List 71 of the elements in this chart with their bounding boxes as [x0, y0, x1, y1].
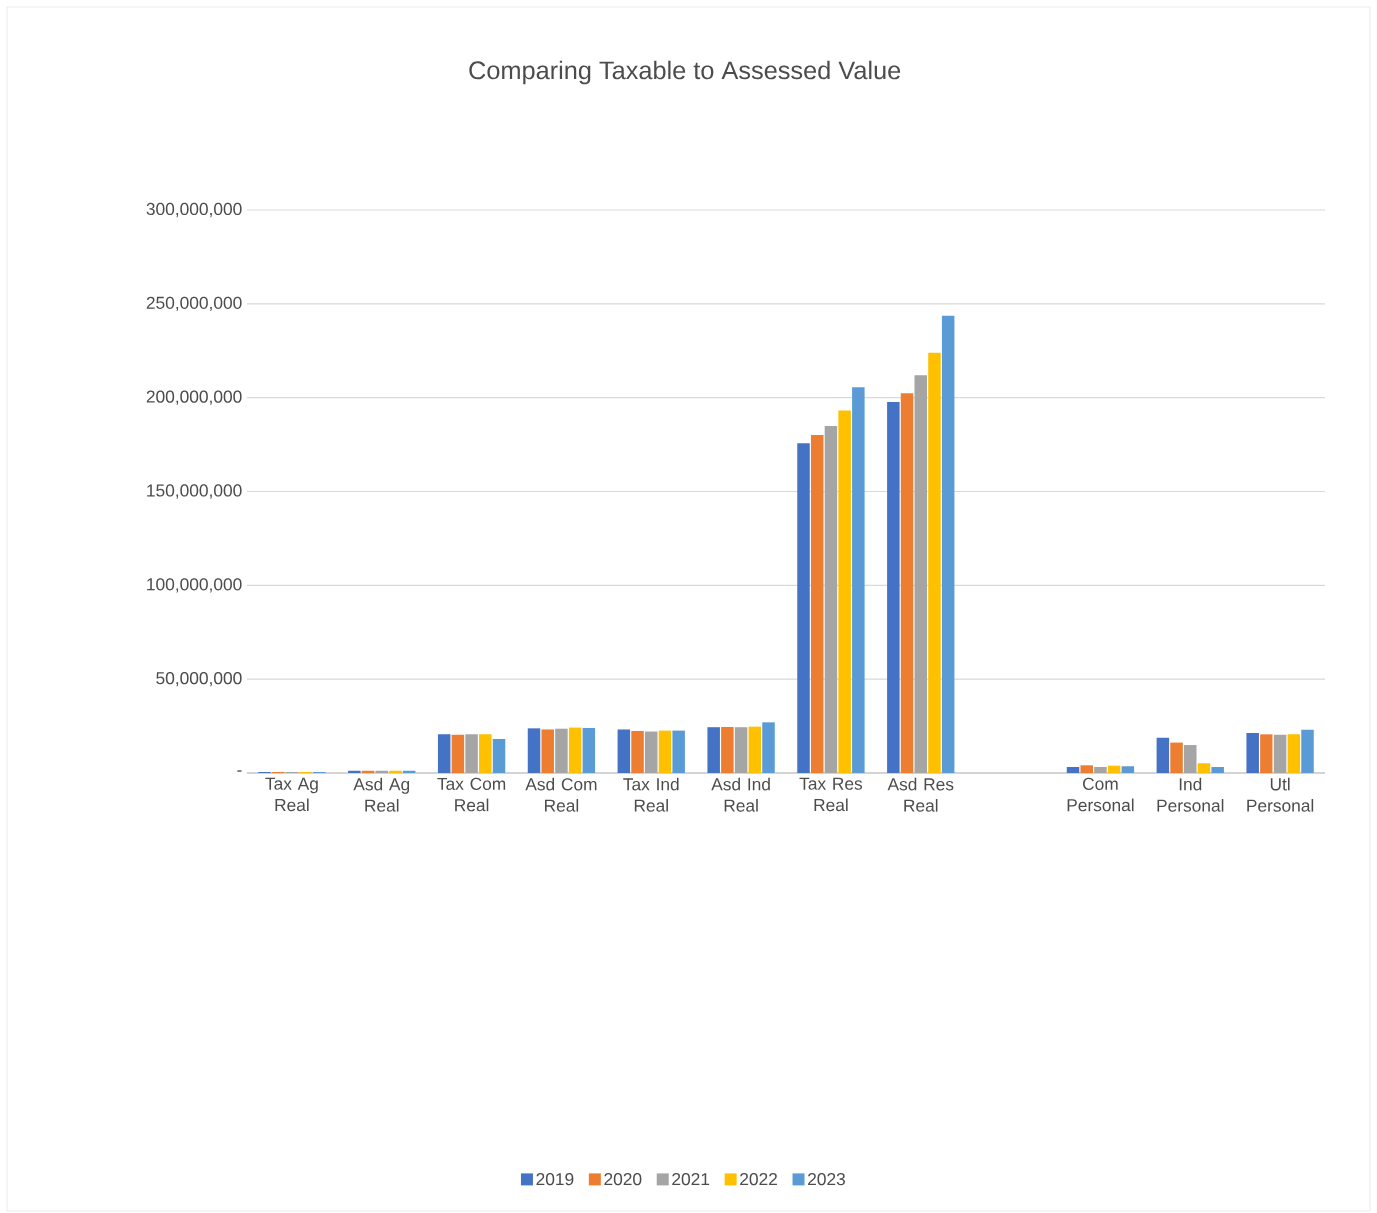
bar: [1287, 734, 1301, 773]
bar: [887, 401, 900, 773]
bar: [1197, 763, 1211, 773]
y-tick-label: 200,000,000: [146, 390, 242, 405]
bar: [721, 727, 734, 773]
bar: [582, 727, 596, 773]
x-tick-label: Tax Ind Real: [623, 777, 679, 812]
bar: [437, 734, 451, 773]
bar: [672, 730, 685, 773]
bar: [348, 770, 361, 773]
y-tick-label: 100,000,000: [147, 578, 242, 593]
x-tick-label: Asd Res Real: [887, 777, 954, 812]
x-tick-label: Utl Personal: [1247, 777, 1314, 812]
legend-label: 2022: [740, 1173, 777, 1186]
x-tick-label: Tax Ag Real: [265, 777, 318, 812]
legend-label: 2019: [536, 1173, 574, 1186]
bar: [1066, 767, 1080, 773]
x-tick-label: Ind Personal: [1157, 777, 1224, 812]
bar: [568, 727, 582, 773]
bar: [1273, 734, 1287, 773]
bar: [617, 729, 631, 773]
x-tick-label: Com Personal: [1067, 777, 1134, 812]
bar: [631, 730, 644, 773]
bar: [645, 731, 658, 773]
bar: [1246, 733, 1259, 773]
x-tick-label: Tax Res Real: [799, 777, 863, 812]
bar: [555, 728, 568, 773]
x-tick-label: Asd Ag Real: [353, 777, 410, 812]
bar: [1211, 767, 1224, 773]
bar: [1184, 745, 1197, 773]
bar: [928, 352, 941, 773]
y-tick-label: 150,000,000: [147, 484, 242, 499]
bar: [479, 734, 492, 773]
x-tick-label: Tax Com Real: [437, 777, 506, 812]
y-tick-label: 250,000,000: [146, 296, 242, 311]
bar: [541, 729, 554, 773]
legend-label: 2020: [604, 1173, 642, 1186]
bar: [492, 739, 506, 773]
bar: [748, 726, 762, 773]
y-tick-label: 300,000,000: [146, 202, 242, 218]
bar: [465, 734, 478, 773]
bar: [1107, 765, 1121, 773]
legend-label: 2021: [672, 1173, 710, 1186]
legend-label: 2023: [808, 1173, 845, 1186]
chart-title: Comparing Taxable to Assessed Value: [469, 60, 901, 85]
y-tick-label: 50,000,000: [156, 672, 242, 687]
bar: [1080, 765, 1093, 773]
bar: [1170, 742, 1183, 773]
bar: [527, 728, 541, 773]
bar: [838, 410, 851, 773]
bar: [1260, 734, 1273, 773]
bar: [810, 435, 824, 773]
bar: [451, 734, 465, 773]
bar: [389, 770, 402, 773]
x-tick-label: Asd Ind Real: [711, 777, 770, 812]
bar: [1121, 766, 1135, 773]
bar: [941, 315, 955, 773]
bar: [1094, 767, 1107, 773]
bar: [1156, 737, 1170, 773]
bar: [900, 393, 914, 773]
x-tick-label: Asd Com Real: [525, 777, 597, 812]
bar: [734, 727, 748, 773]
bar: [1301, 729, 1314, 773]
bar: [852, 387, 865, 773]
bar: [658, 730, 672, 773]
bar: [762, 722, 775, 773]
bar: [914, 375, 928, 773]
bar: [824, 426, 838, 773]
bar: [707, 727, 720, 773]
bar: [797, 443, 810, 773]
y-tick-label: -: [237, 770, 242, 772]
